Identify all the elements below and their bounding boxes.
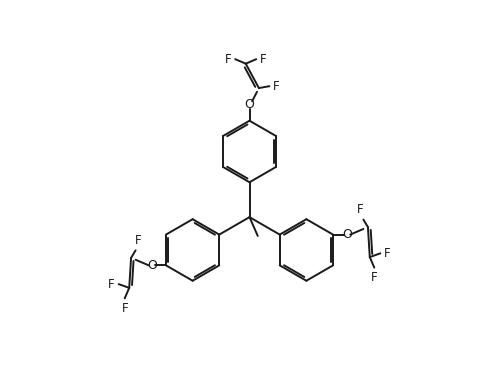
Text: F: F [260,53,266,66]
Text: F: F [121,302,128,315]
Text: F: F [108,277,115,291]
Text: F: F [357,203,364,216]
Text: F: F [135,234,142,246]
Text: O: O [147,259,157,272]
Text: F: F [371,271,378,284]
Text: O: O [245,98,254,112]
Text: F: F [273,80,280,93]
Text: F: F [384,247,391,260]
Text: O: O [342,228,352,241]
Text: F: F [225,53,232,66]
